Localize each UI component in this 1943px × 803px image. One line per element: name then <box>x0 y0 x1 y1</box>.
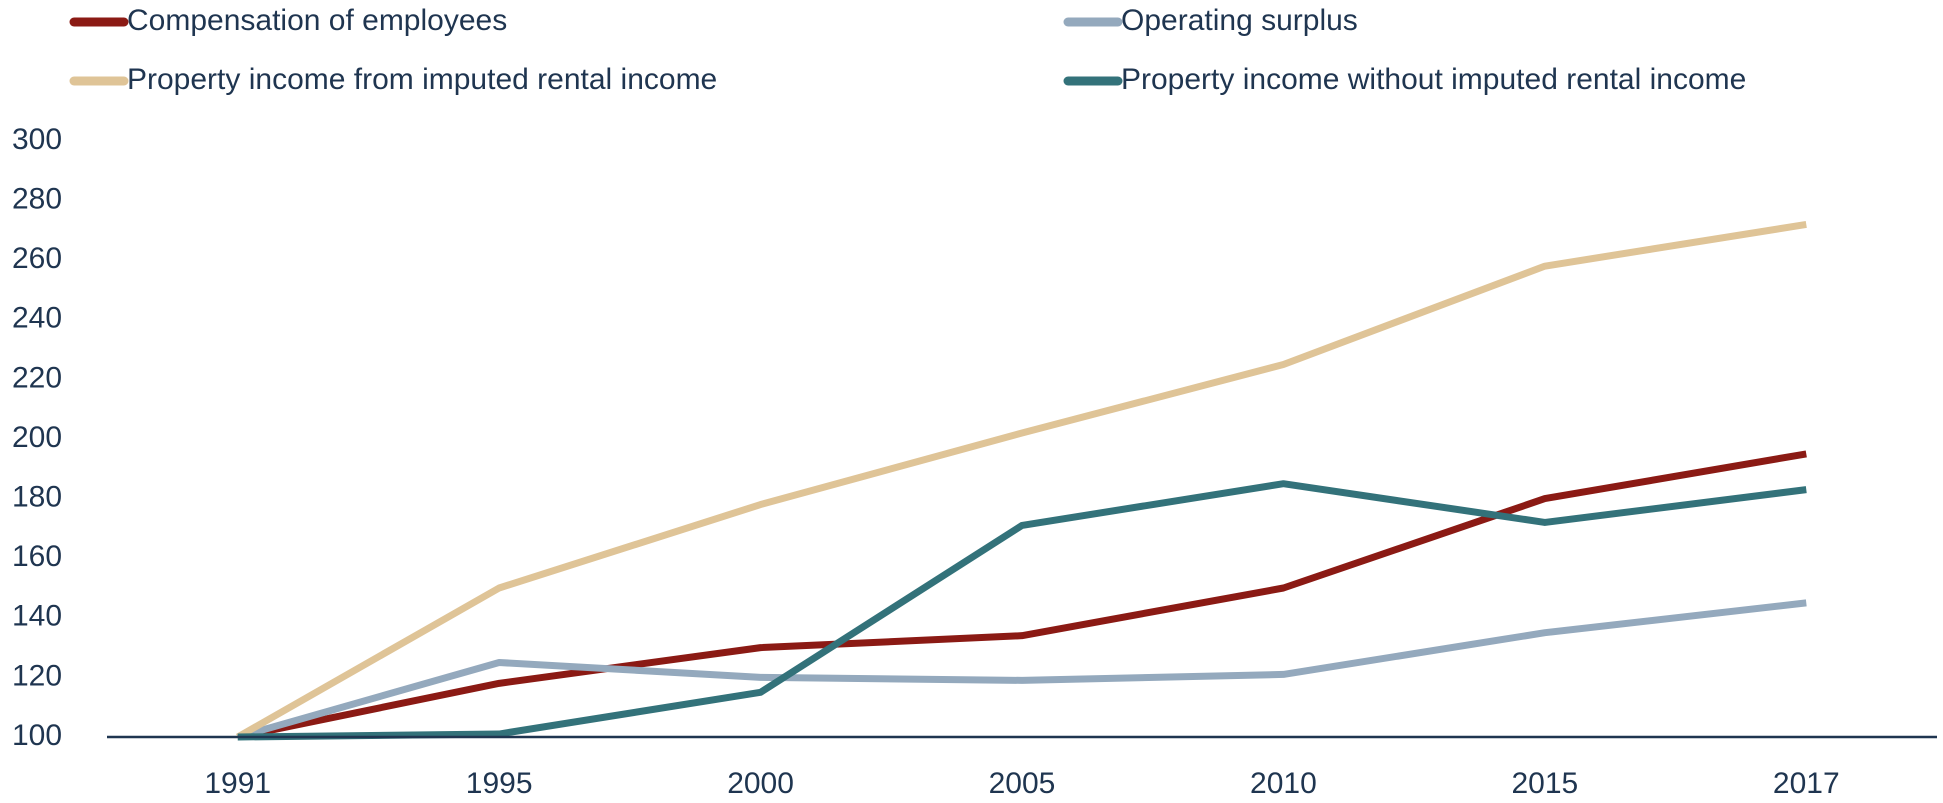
x-tick-label: 2005 <box>989 767 1056 800</box>
y-tick-label: 280 <box>12 183 62 216</box>
series-line <box>236 599 1807 741</box>
x-tick-label: 1991 <box>204 767 271 800</box>
legend-label: Operating surplus <box>1121 4 1358 37</box>
y-tick-label: 100 <box>12 719 62 752</box>
y-tick-label: 220 <box>12 361 62 394</box>
legend-label: Compensation of employees <box>127 4 507 37</box>
series-line <box>235 220 1807 741</box>
x-tick-label: 2015 <box>1511 767 1578 800</box>
x-tick-label: 2000 <box>727 767 794 800</box>
x-tick-label: 2010 <box>1250 767 1317 800</box>
series-line <box>237 450 1807 741</box>
y-tick-label: 240 <box>12 302 62 335</box>
y-tick-label: 140 <box>12 600 62 633</box>
x-tick-label: 1995 <box>466 767 533 800</box>
x-tick-label: 2017 <box>1773 767 1840 800</box>
legend-label: Property income without imputed rental i… <box>1121 63 1746 96</box>
y-tick-label: 200 <box>12 421 62 454</box>
y-tick-label: 160 <box>12 540 62 573</box>
y-tick-label: 260 <box>12 242 62 275</box>
legend-label: Property income from imputed rental inco… <box>127 63 717 96</box>
series-line <box>237 480 1807 741</box>
y-tick-label: 180 <box>12 481 62 514</box>
y-tick-label: 120 <box>12 659 62 692</box>
y-tick-label: 300 <box>12 123 62 156</box>
